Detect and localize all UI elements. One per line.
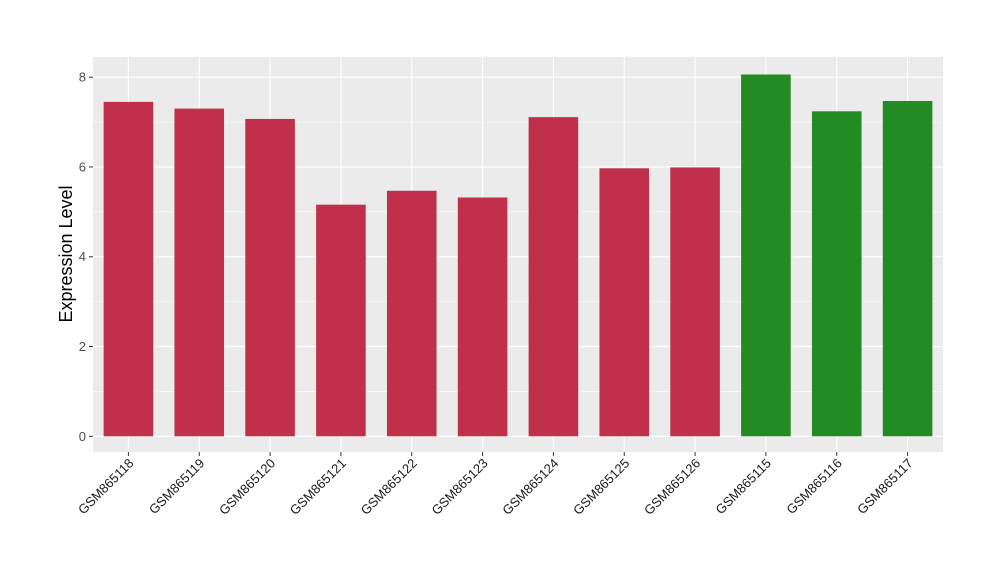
x-tick-label: GSM865120	[216, 456, 278, 518]
y-axis: 0 2 4 6 8	[79, 70, 93, 444]
y-tick-label: 6	[79, 159, 86, 174]
bar-gsm865117	[882, 100, 933, 437]
x-tick-label: GSM865117	[854, 456, 916, 518]
x-tick-label: GSM865124	[499, 456, 561, 518]
x-tick-label: GSM865121	[287, 456, 349, 518]
bar-gsm865122	[386, 190, 437, 437]
x-tick-label: GSM865118	[75, 456, 137, 518]
bar-gsm865125	[599, 168, 650, 437]
x-tick-label: GSM865115	[712, 456, 774, 518]
y-tick-label: 2	[79, 339, 86, 354]
bar-gsm865115	[741, 74, 791, 437]
bar-gsm865118	[103, 101, 154, 437]
bar-gsm865126	[670, 167, 720, 437]
y-tick-label: 4	[79, 249, 86, 264]
bar-gsm865119	[174, 108, 225, 437]
x-tick-label: GSM865126	[641, 456, 703, 518]
x-tick-label: GSM865125	[570, 456, 632, 518]
x-tick-label: GSM865122	[358, 456, 420, 518]
x-axis: GSM865118 GSM865119 GSM865120 GSM865121 GSM8…	[75, 452, 916, 518]
y-tick-label: 8	[79, 70, 86, 85]
bars	[103, 74, 933, 437]
bar-gsm865124	[528, 117, 579, 437]
x-tick-label: GSM865119	[146, 456, 208, 518]
plot-panel	[93, 57, 943, 452]
y-axis-title: Expression Level	[56, 185, 76, 322]
x-tick-label: GSM865116	[783, 456, 845, 518]
bar-gsm865123	[457, 197, 508, 437]
bar-gsm865121	[316, 204, 366, 437]
bar-gsm865116	[811, 111, 862, 437]
y-tick-label: 0	[79, 429, 86, 444]
bar-gsm865120	[245, 118, 295, 437]
x-tick-label: GSM865123	[428, 456, 490, 518]
